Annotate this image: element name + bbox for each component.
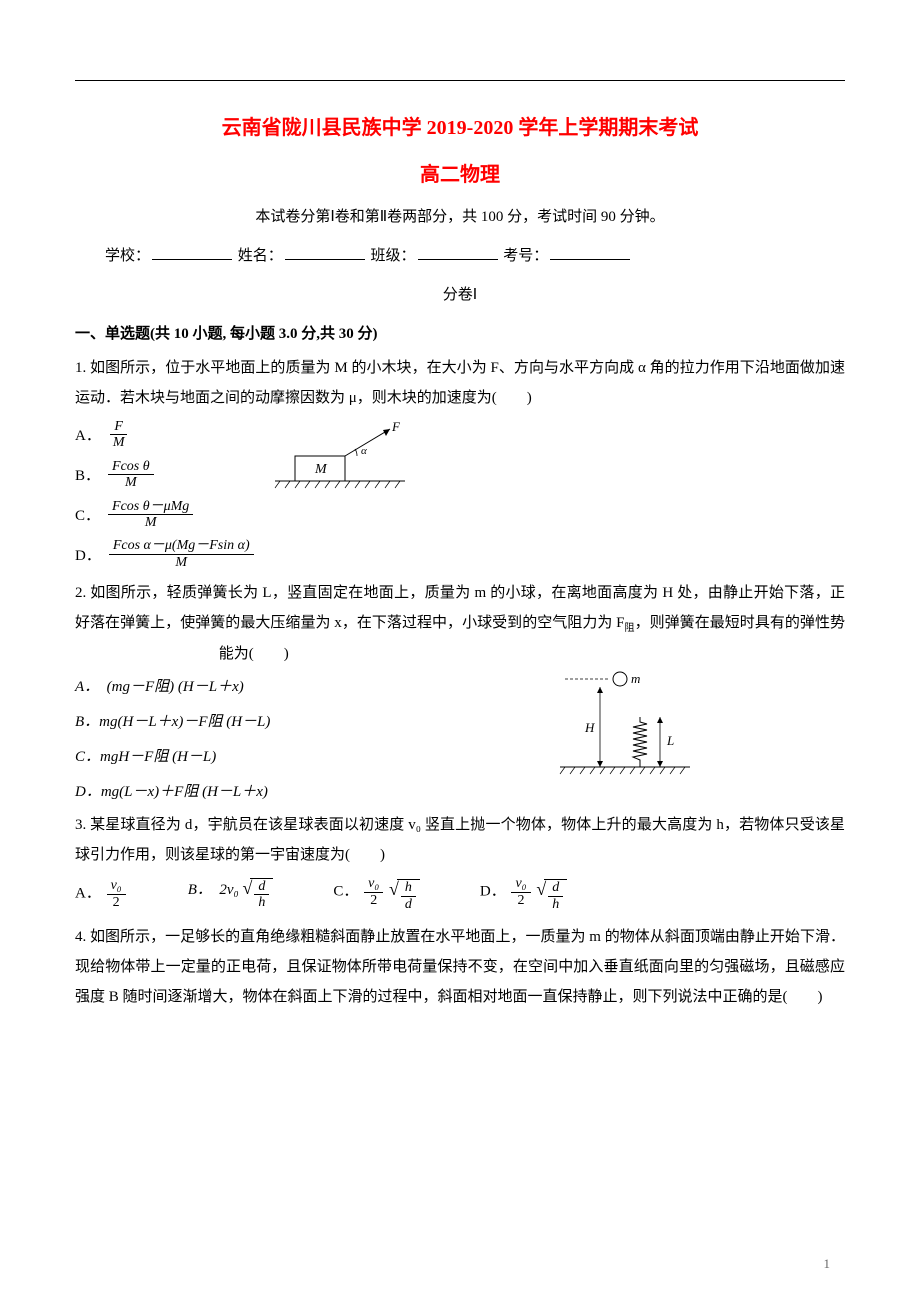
q3-opt-d: D． v₀2 √dh bbox=[480, 876, 567, 912]
section-a-heading: 一、单选题(共 10 小题, 每小题 3.0 分,共 30 分) bbox=[75, 322, 845, 343]
page-number: 1 bbox=[824, 1256, 831, 1272]
q2-options: A． (mg－F阻) (H－L＋x) B．mg(H－L＋x)－F阻 (H－L) … bbox=[75, 675, 845, 810]
q3-opt-c: C． v₀2 √hd bbox=[333, 876, 420, 912]
title-main: 云南省陇川县民族中学 2019-2020 学年上学期期末考试 bbox=[75, 111, 845, 140]
q3-opt-b: B． 2v₀ √dh bbox=[188, 878, 274, 911]
label-class: 班级： bbox=[371, 248, 416, 264]
section-label: 分卷Ⅰ bbox=[75, 283, 845, 304]
q2-opt-a: A． (mg－F阻) (H－L＋x) bbox=[75, 675, 845, 696]
student-info-line: 学校： 姓名： 班级： 考号： bbox=[75, 244, 845, 265]
exam-info: 本试卷分第Ⅰ卷和第Ⅱ卷两部分，共 100 分，考试时间 90 分钟。 bbox=[75, 205, 845, 226]
q2-fig-h: H bbox=[584, 720, 595, 735]
q2-figure: m H L bbox=[545, 667, 705, 787]
blank-class bbox=[418, 259, 498, 260]
q1-opt-b: B． Fcos θM bbox=[75, 459, 845, 491]
label-name: 姓名： bbox=[238, 248, 283, 264]
q1-fig-m: M bbox=[314, 462, 328, 477]
q2-opt-c: C．mgH－F阻 (H－L) bbox=[75, 745, 845, 766]
q2-fig-l: L bbox=[666, 733, 674, 748]
title-subject: 高二物理 bbox=[75, 158, 845, 187]
q2-opt-d: D．mg(L－x)＋F阻 (H－L＋x) bbox=[75, 780, 845, 801]
q2-fig-m: m bbox=[631, 671, 640, 686]
q4-text: 4. 如图所示，一足够长的直角绝缘粗糙斜面静止放置在水平地面上，一质量为 m 的… bbox=[75, 922, 845, 1012]
q2-opt-b: B．mg(H－L＋x)－F阻 (H－L) bbox=[75, 710, 845, 731]
q1-fig-alpha: α bbox=[361, 445, 367, 457]
q2-text: 2. 如图所示，轻质弹簧长为 L，竖直固定在地面上，质量为 m 的小球，在离地面… bbox=[75, 578, 845, 669]
q1-options: A． FM B． Fcos θM C． Fcos θ－μMgM D． Fcos … bbox=[75, 419, 845, 570]
q1-opt-c: C． Fcos θ－μMgM bbox=[75, 499, 845, 531]
blank-school bbox=[152, 259, 232, 260]
q1-fig-f: F bbox=[391, 421, 401, 434]
blank-id bbox=[550, 259, 630, 260]
q3-options: A． v₀2 B． 2v₀ √dh C． v₀2 √hd D． v₀2 √dh bbox=[75, 876, 845, 912]
q1-opt-a: A． FM bbox=[75, 419, 845, 451]
label-school: 学校： bbox=[105, 248, 150, 264]
label-id: 考号： bbox=[503, 248, 548, 264]
top-rule bbox=[75, 80, 845, 81]
q3-opt-a: A． v₀2 bbox=[75, 878, 128, 910]
q1-text: 1. 如图所示，位于水平地面上的质量为 M 的小木块，在大小为 F、方向与水平方… bbox=[75, 353, 845, 413]
q1-figure: M F α bbox=[265, 421, 415, 491]
blank-name bbox=[285, 259, 365, 260]
q3-text: 3. 某星球直径为 d，宇航员在该星球表面以初速度 v₀ 竖直上抛一个物体，物体… bbox=[75, 810, 845, 870]
q1-opt-d: D． Fcos α－μ(Mg－Fsin α)M bbox=[75, 538, 845, 570]
